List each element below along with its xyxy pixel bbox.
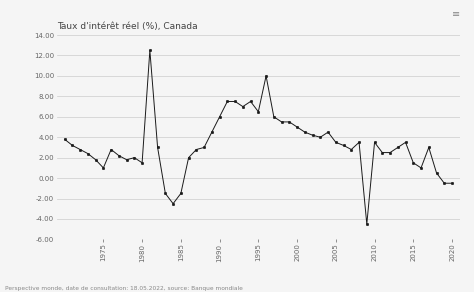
Text: ≡: ≡ <box>452 9 460 19</box>
Text: Taux d'intérêt réel (%), Canada: Taux d'intérêt réel (%), Canada <box>57 22 198 32</box>
Text: Perspective monde, date de consultation: 18.05.2022, source: Banque mondiale: Perspective monde, date de consultation:… <box>5 286 243 291</box>
